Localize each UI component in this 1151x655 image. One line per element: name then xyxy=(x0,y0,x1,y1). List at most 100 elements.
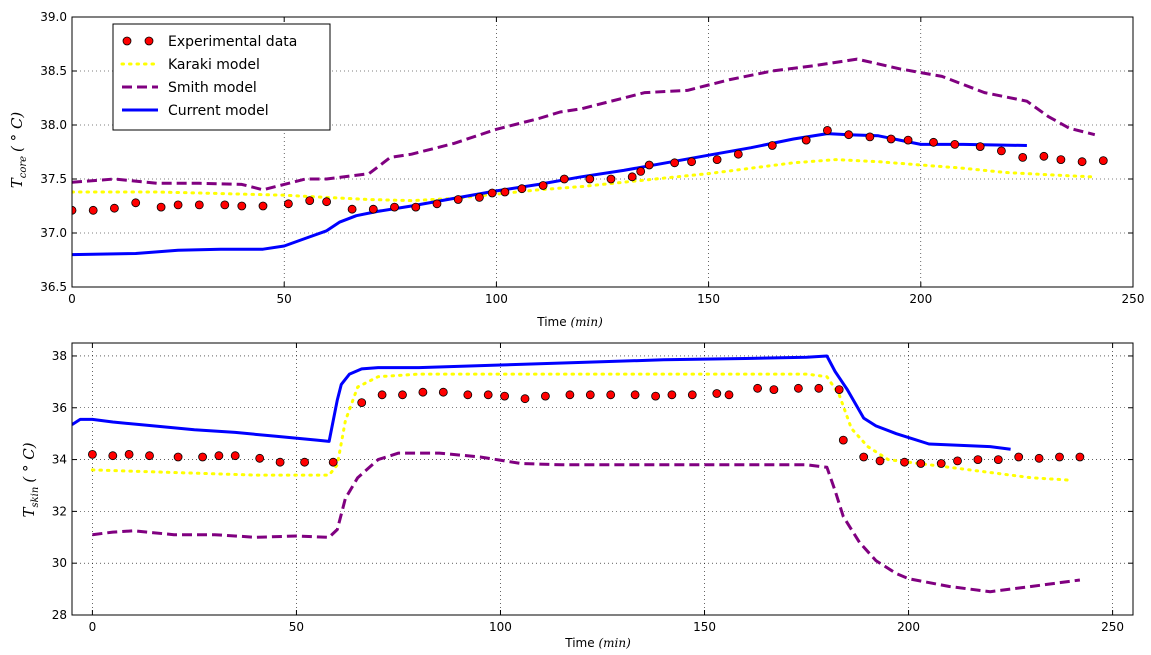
core-data-point xyxy=(585,174,595,184)
skin-y-tick-label: 38 xyxy=(52,349,67,363)
core-data-point xyxy=(997,146,1006,156)
core-data-point xyxy=(322,197,332,207)
core-plot-frame xyxy=(71,16,1134,288)
core-data-point xyxy=(670,158,679,168)
core-data-point xyxy=(88,205,98,215)
core-data-point xyxy=(156,202,166,212)
legend-marker-experimental xyxy=(144,36,154,46)
core-y-axis-label: Tcore( ° C) xyxy=(8,112,29,189)
core-data-point xyxy=(823,125,832,135)
skin-data-point xyxy=(814,383,824,393)
core-series-smith-model xyxy=(72,57,1096,192)
core-x-tick-label: 200 xyxy=(909,292,932,306)
skin-x-tick-label: 200 xyxy=(897,620,920,634)
core-data-point xyxy=(453,195,463,204)
skin-data-point xyxy=(230,451,240,461)
skin-data-point xyxy=(1075,452,1085,462)
core-data-point xyxy=(500,187,510,197)
core-data-point xyxy=(110,203,119,213)
core-data-point xyxy=(644,160,654,170)
core-data-point xyxy=(929,137,938,147)
core-data-point xyxy=(474,192,484,202)
core-data-point xyxy=(432,199,442,209)
skin-plot-frame xyxy=(71,342,1134,616)
core-plot-area xyxy=(72,57,1108,257)
skin-data-point xyxy=(124,449,134,459)
skin-data-point xyxy=(651,391,660,401)
skin-data-point xyxy=(438,387,448,397)
core-y-tick-label: 36.5 xyxy=(40,280,67,294)
skin-x-tick-label: 250 xyxy=(1101,620,1124,634)
skin-data-point xyxy=(145,451,154,461)
skin-data-point xyxy=(565,390,575,400)
skin-y-axis-label: Tskin( ° C) xyxy=(20,442,41,517)
skin-data-point xyxy=(687,390,697,400)
skin-data-point xyxy=(520,394,530,404)
core-data-point xyxy=(258,201,268,211)
core-series-karaki-model xyxy=(72,158,1093,203)
skin-data-point xyxy=(418,387,428,397)
core-data-point xyxy=(173,200,183,210)
core-data-point xyxy=(1056,155,1066,165)
core-data-point xyxy=(305,196,315,206)
skin-data-point xyxy=(300,457,310,467)
skin-temperature-chart: Time (min) Tskin( ° C) 0 50 100 150 200 250 28… xyxy=(20,342,1134,650)
skin-data-point xyxy=(255,453,265,463)
core-data-point xyxy=(865,132,875,142)
skin-plot-area xyxy=(72,354,1085,594)
core-x-axis-label: Time (min) xyxy=(536,315,603,329)
skin-series-current-model xyxy=(72,354,1011,451)
core-series-current-model xyxy=(72,132,1027,257)
skin-data-point xyxy=(275,457,285,467)
skin-data-point xyxy=(769,385,779,395)
core-data-point xyxy=(975,142,985,152)
core-data-point xyxy=(72,205,77,215)
core-temperature-chart: Time (min) Tcore( ° C) 0 50 100 150 200 250 36… xyxy=(8,10,1144,329)
skin-data-point xyxy=(936,459,946,468)
core-data-point xyxy=(517,184,527,194)
skin-data-point xyxy=(541,391,550,401)
core-data-point xyxy=(368,204,378,214)
core-data-point xyxy=(687,157,696,167)
core-data-point xyxy=(1077,157,1087,167)
skin-data-point xyxy=(328,457,338,467)
skin-data-point xyxy=(724,390,734,400)
core-data-point xyxy=(606,174,616,184)
skin-data-point xyxy=(916,459,926,468)
skin-data-point xyxy=(1034,453,1044,463)
skin-data-point xyxy=(859,452,869,462)
legend-label-current: Current model xyxy=(168,103,269,119)
core-x-tick-label: 100 xyxy=(485,292,508,306)
skin-data-point xyxy=(500,391,510,401)
skin-data-point xyxy=(198,452,208,462)
skin-y-tick-label: 28 xyxy=(52,608,67,622)
core-data-point xyxy=(538,181,548,190)
skin-data-point xyxy=(838,435,848,445)
skin-y-tick-label: 32 xyxy=(52,504,67,518)
skin-y-tick-label: 30 xyxy=(52,556,67,570)
core-y-tick-label: 39.0 xyxy=(40,10,67,24)
skin-x-tick-label: 50 xyxy=(289,620,304,634)
core-y-tick-label: 37.0 xyxy=(40,226,67,240)
legend-label-smith: Smith model xyxy=(168,80,257,96)
legend: Experimental data Karaki model Smith mod… xyxy=(112,23,331,131)
skin-x-tick-label: 0 xyxy=(89,620,97,634)
core-data-point xyxy=(903,135,913,145)
core-data-point xyxy=(1098,156,1108,166)
skin-data-point xyxy=(953,456,962,466)
svg-text:Tcore( ° C): Tcore( ° C) xyxy=(8,112,29,189)
skin-data-point xyxy=(630,390,640,400)
skin-y-tick-label: 36 xyxy=(52,401,67,415)
skin-x-tick-label: 100 xyxy=(489,620,512,634)
core-data-point xyxy=(559,174,569,184)
skin-data-point xyxy=(108,451,118,461)
skin-data-point xyxy=(483,390,493,400)
skin-data-point xyxy=(88,449,97,459)
skin-data-point xyxy=(794,383,803,393)
core-data-point xyxy=(950,139,960,149)
skin-data-point xyxy=(585,390,595,400)
skin-data-point xyxy=(357,398,367,408)
skin-data-point xyxy=(875,456,885,466)
skin-data-point xyxy=(712,389,722,398)
